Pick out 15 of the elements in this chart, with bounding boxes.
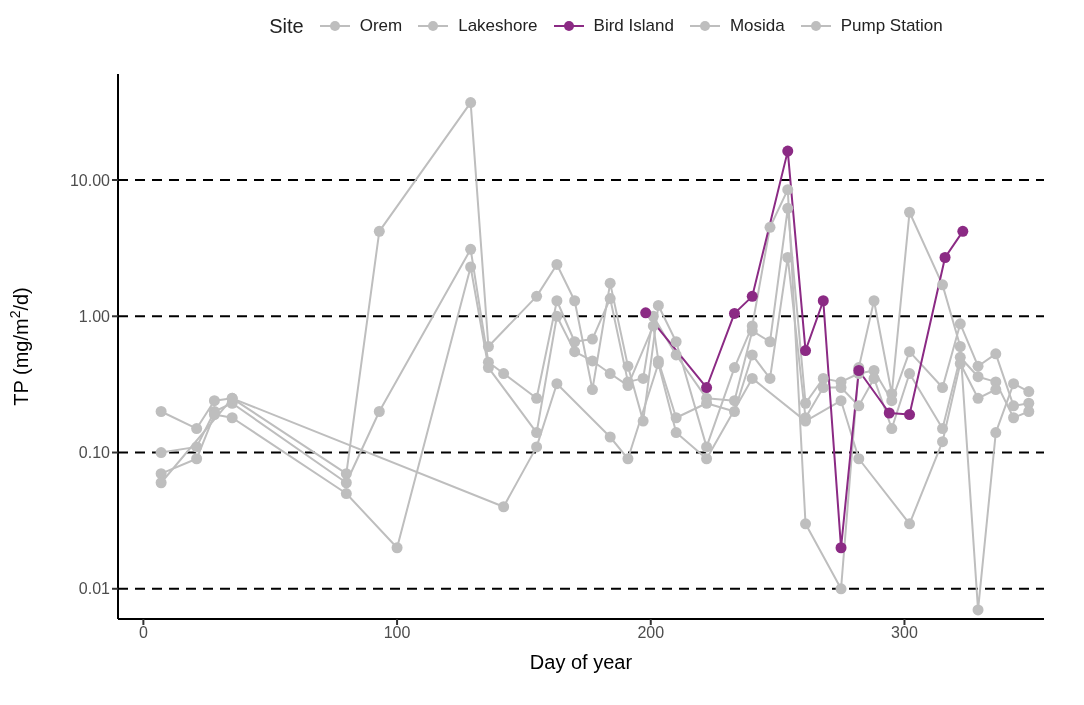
x-tick-label: 300 — [891, 624, 918, 642]
x-axis-title: Day of year — [529, 651, 633, 673]
legend-label: Bird Island — [593, 16, 674, 36]
legend-label: Pump Station — [840, 16, 943, 36]
y-tick-label: 0.10 — [78, 444, 111, 462]
x-tick-label: 200 — [637, 624, 665, 642]
x-tick-label: 0 — [138, 624, 148, 642]
legend-title: Site — [269, 14, 304, 38]
y-tick-label: 1.00 — [78, 307, 111, 325]
legend-label: Lakeshore — [458, 16, 538, 36]
y-tick-label: 0.01 — [78, 580, 111, 598]
legend-label: Orem — [359, 16, 403, 36]
y-tick-label: 10.00 — [69, 171, 111, 189]
legend-label: Mosida — [729, 16, 785, 36]
x-tick-label: 100 — [383, 624, 411, 642]
